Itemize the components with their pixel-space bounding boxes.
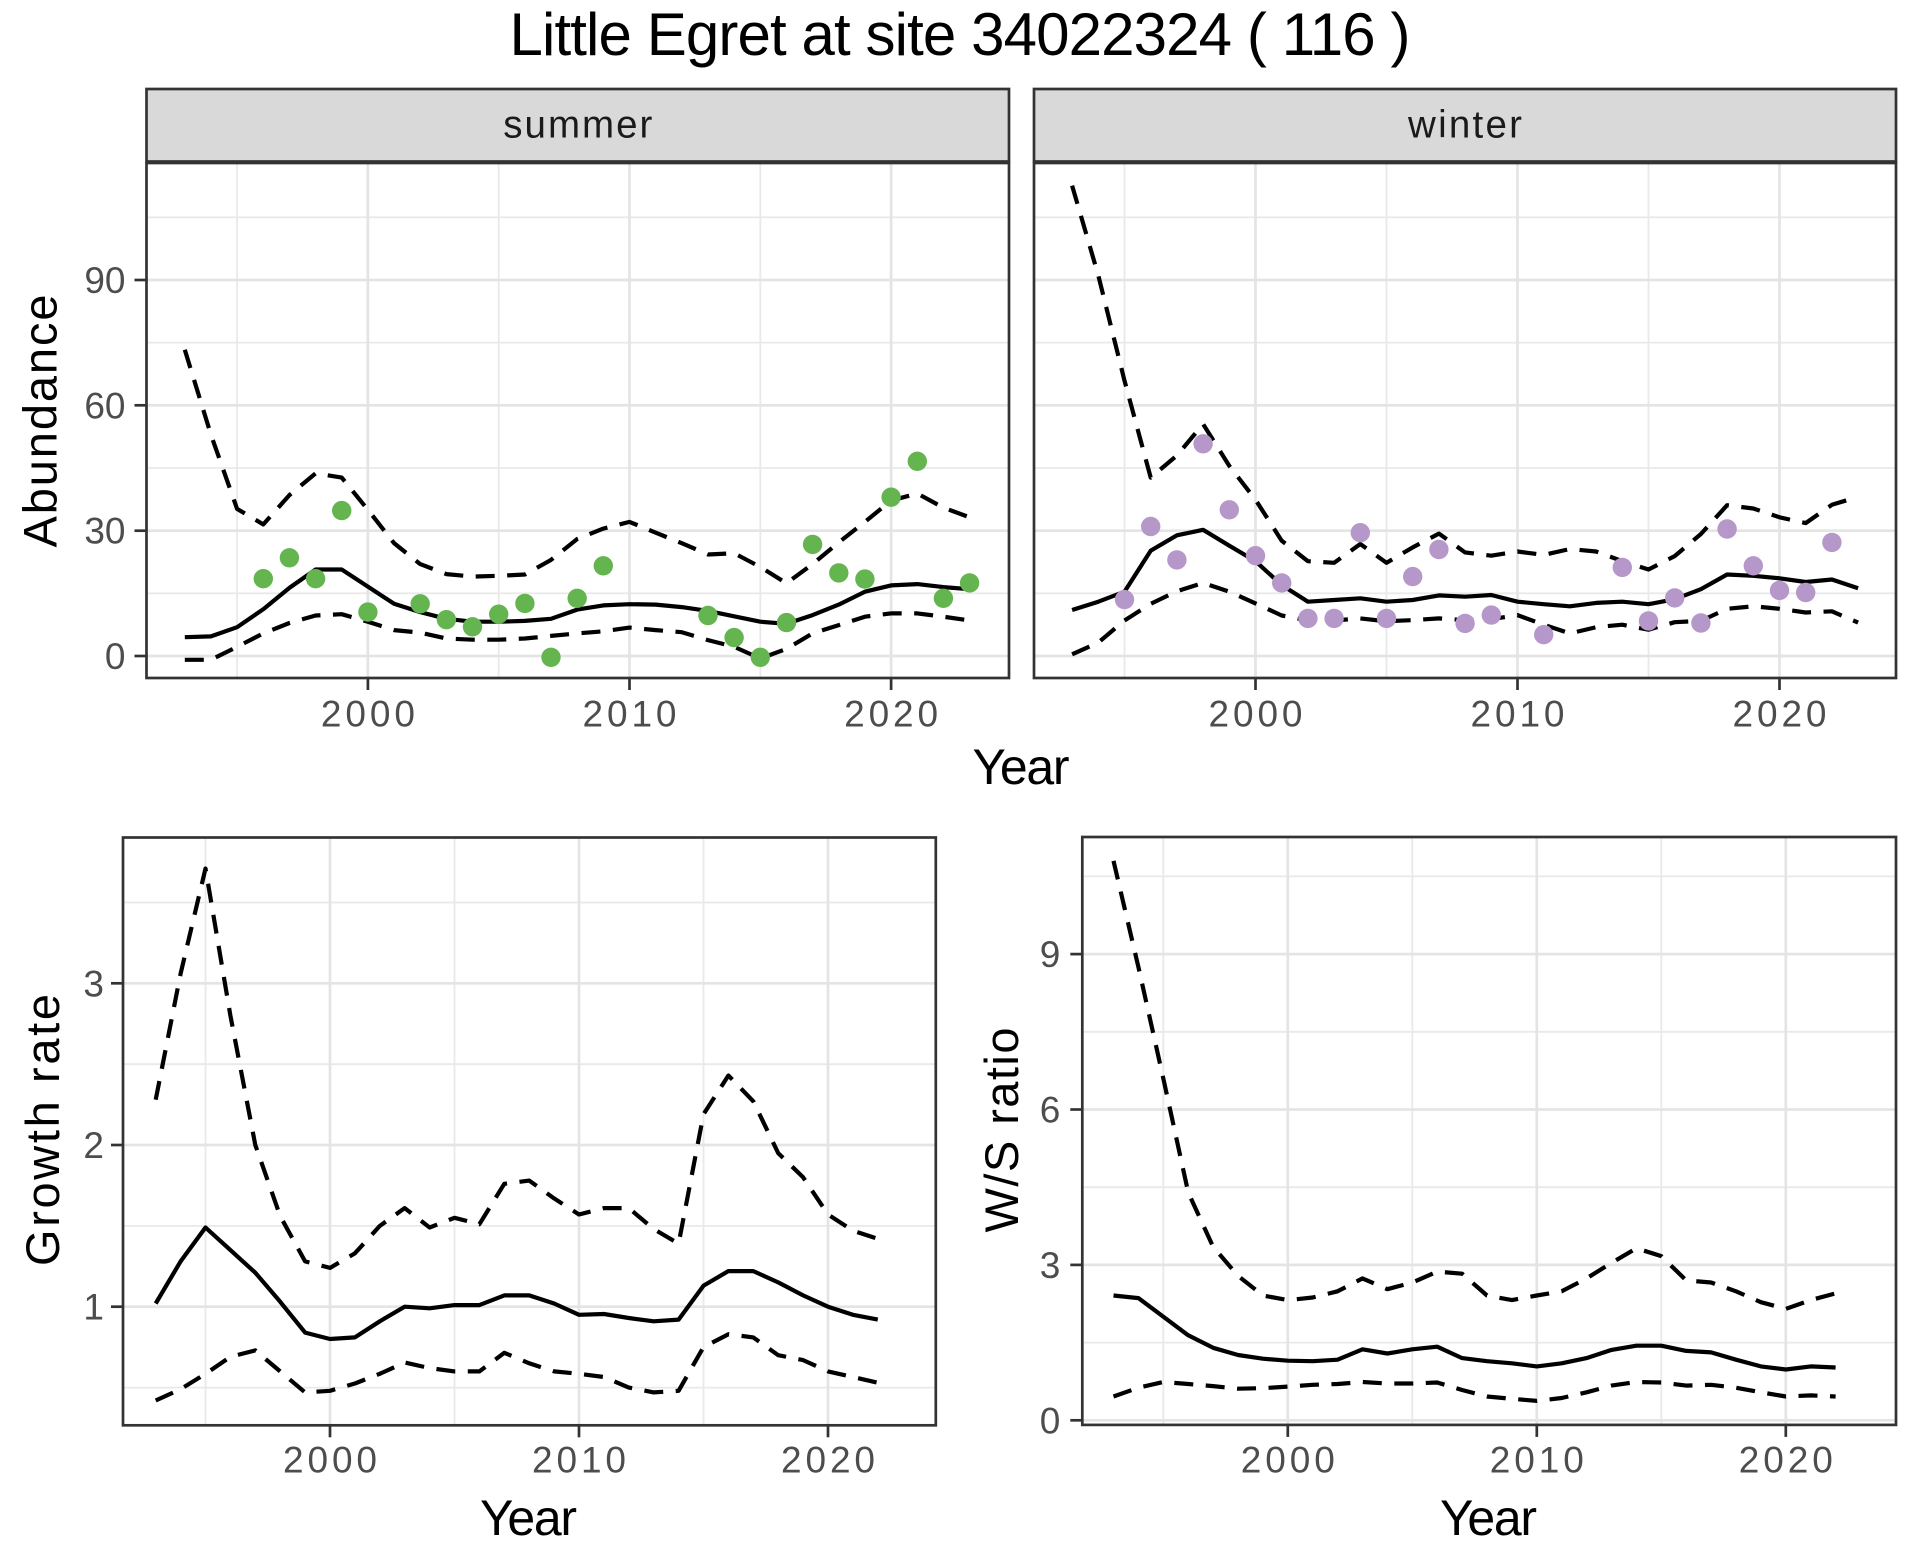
svg-text:3: 3 <box>1040 1245 1061 1286</box>
svg-text:Year: Year <box>480 1490 577 1546</box>
svg-text:30: 30 <box>84 511 125 552</box>
svg-text:90: 90 <box>84 260 125 301</box>
svg-text:0: 0 <box>105 636 126 677</box>
svg-text:Year: Year <box>1440 1490 1537 1546</box>
svg-text:0: 0 <box>1040 1400 1061 1441</box>
svg-text:60: 60 <box>84 385 125 426</box>
svg-text:winter: winter <box>1407 104 1522 147</box>
svg-text:1: 1 <box>83 1287 104 1328</box>
svg-text:Little Egret at site 34022324: Little Egret at site 34022324 ( 116 ) <box>510 1 1411 68</box>
svg-text:Year: Year <box>973 739 1070 795</box>
svg-text:3: 3 <box>83 963 104 1004</box>
svg-text:2: 2 <box>83 1125 104 1166</box>
svg-text:Abundance: Abundance <box>14 295 67 548</box>
svg-text:9: 9 <box>1040 934 1061 975</box>
svg-text:6: 6 <box>1040 1090 1061 1131</box>
svg-text:W/S ratio: W/S ratio <box>975 1028 1028 1233</box>
svg-text:summer: summer <box>503 104 652 147</box>
